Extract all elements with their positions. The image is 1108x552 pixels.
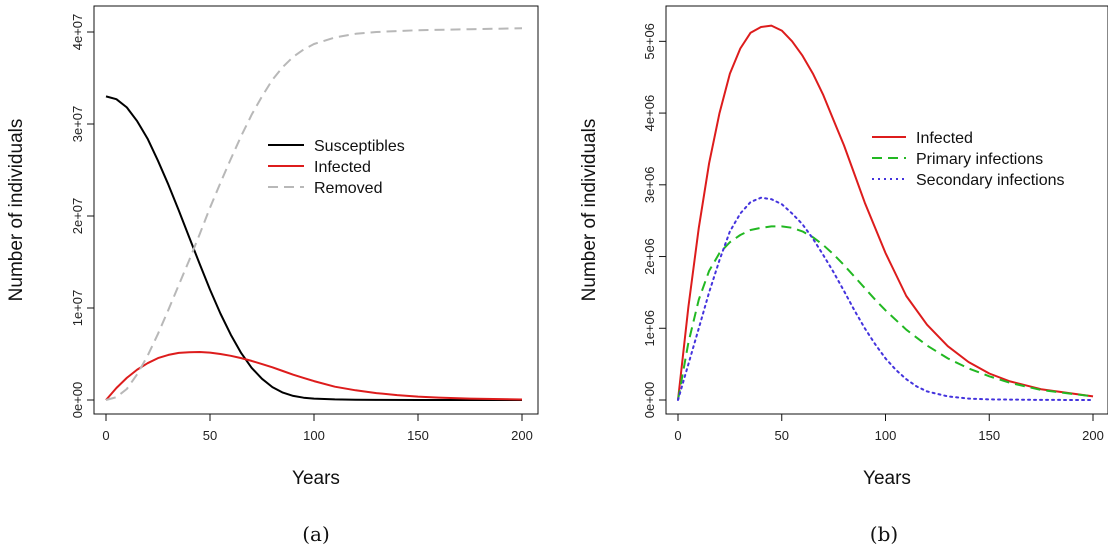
y-tick-label: 5e+06 xyxy=(642,23,657,60)
series-line-secondary-infections xyxy=(677,196,1094,401)
y-tick-label: 4e+06 xyxy=(642,95,657,132)
y-tick-label: 3e+06 xyxy=(642,167,657,204)
panel-caption: (b) xyxy=(870,522,898,546)
y-axis-label: Number of individuals xyxy=(579,119,600,302)
x-tick-label: 150 xyxy=(407,428,429,443)
y-tick-label: 2e+06 xyxy=(642,238,657,275)
legend-label: Removed xyxy=(314,180,382,197)
x-tick-label: 50 xyxy=(775,428,789,443)
x-axis-label: Years xyxy=(292,468,340,489)
legend-label: Primary infections xyxy=(916,151,1043,168)
panel-caption: (a) xyxy=(302,522,330,546)
plot-frame xyxy=(665,5,1108,415)
legend-label: Susceptibles xyxy=(314,138,405,155)
y-tick-label: 0e+00 xyxy=(642,382,657,419)
series-line-susceptibles xyxy=(105,95,522,401)
y-tick-label: 4e+07 xyxy=(70,14,85,51)
y-axis-label: Number of individuals xyxy=(6,119,27,302)
series-line-infected xyxy=(105,351,523,401)
y-tick-label: 0e+00 xyxy=(70,382,85,419)
plot-frame xyxy=(93,5,539,415)
x-axis-label: Years xyxy=(863,468,911,489)
legend-label: Infected xyxy=(314,159,371,176)
x-tick-label: 0 xyxy=(102,428,109,443)
y-tick-label: 1e+07 xyxy=(70,290,85,327)
y-tick-label: 2e+07 xyxy=(70,198,85,235)
x-tick-label: 200 xyxy=(511,428,533,443)
series-line-removed xyxy=(105,27,523,401)
x-tick-label: 200 xyxy=(1082,428,1104,443)
chart-a: 0 50 100 150 200 0e+00 1e+07 2e+07 3e+07 4e+07 Yea… xyxy=(6,5,539,546)
legend-label: Secondary infections xyxy=(916,172,1065,189)
x-tick-label: 100 xyxy=(303,428,325,443)
series-line-primary-infections xyxy=(677,225,1094,401)
x-tick-label: 100 xyxy=(875,428,897,443)
x-tick-label: 150 xyxy=(978,428,1000,443)
y-tick-label: 3e+07 xyxy=(70,106,85,143)
x-tick-label: 50 xyxy=(203,428,217,443)
y-tick-label: 1e+06 xyxy=(642,310,657,347)
chart-b: 0 50 100 150 200 0e+00 1e+06 2e+06 3e+06 4e+06 5e+… xyxy=(579,5,1108,546)
legend-label: Infected xyxy=(916,130,973,147)
x-tick-label: 0 xyxy=(674,428,681,443)
series-line-infected xyxy=(677,24,1094,401)
